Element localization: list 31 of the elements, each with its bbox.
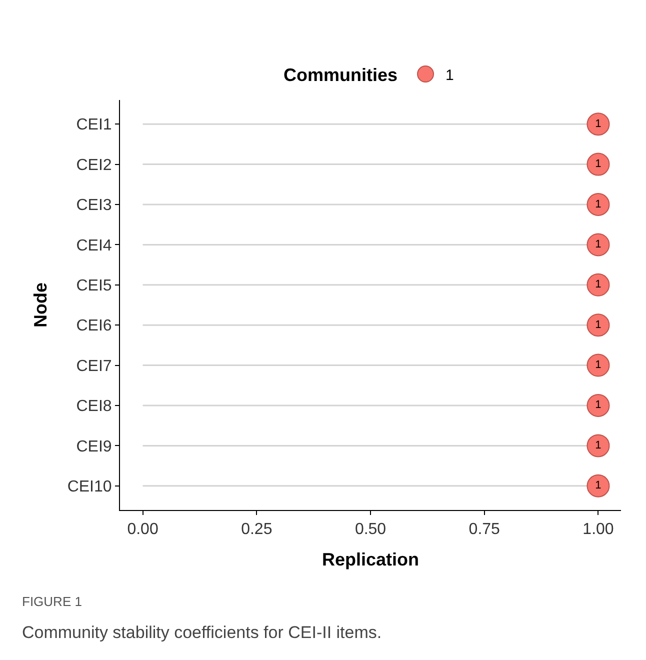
- x-tick-label: 0.00: [127, 521, 158, 538]
- data-label: 1: [595, 118, 602, 130]
- data-label: 1: [595, 198, 602, 210]
- legend-label: 1: [446, 66, 454, 84]
- text: Community stability coefficients for CEI-II items.: [22, 623, 382, 642]
- x-axis-title: Replication: [322, 549, 420, 570]
- x-tick-label: 1.00: [582, 521, 614, 538]
- data-label: 1: [595, 158, 602, 170]
- data-label: 1: [595, 399, 602, 412]
- x-tick-label: 0.75: [468, 521, 500, 538]
- y-tick-label: CEI1: [76, 116, 112, 134]
- y-tick-label: CEI7: [76, 358, 112, 375]
- y-axis-title: Node: [30, 282, 51, 328]
- data-label: 1: [595, 318, 602, 331]
- y-tick-label: CEI5: [76, 278, 112, 294]
- y-tick-label: CEI10: [67, 478, 112, 496]
- y-tick-label: CEI6: [76, 318, 112, 335]
- y-tick-label: CEI8: [76, 398, 112, 416]
- x-tick-label: 0.25: [241, 521, 272, 538]
- y-tick-label: CEI4: [76, 237, 112, 254]
- y-tick-label: CEI3: [76, 197, 112, 214]
- x-tick-label: 0.50: [354, 521, 386, 538]
- legend-title: Communities: [284, 65, 398, 86]
- data-label: 1: [595, 278, 602, 291]
- data-label: 1: [595, 480, 602, 492]
- y-tick-label: CEI2: [76, 156, 112, 174]
- caption: FIGURE 1: [22, 594, 82, 609]
- data-label: 1: [595, 359, 602, 372]
- data-label: 1: [595, 238, 602, 250]
- y-tick-label: CEI9: [76, 438, 112, 456]
- data-label: 1: [595, 439, 602, 452]
